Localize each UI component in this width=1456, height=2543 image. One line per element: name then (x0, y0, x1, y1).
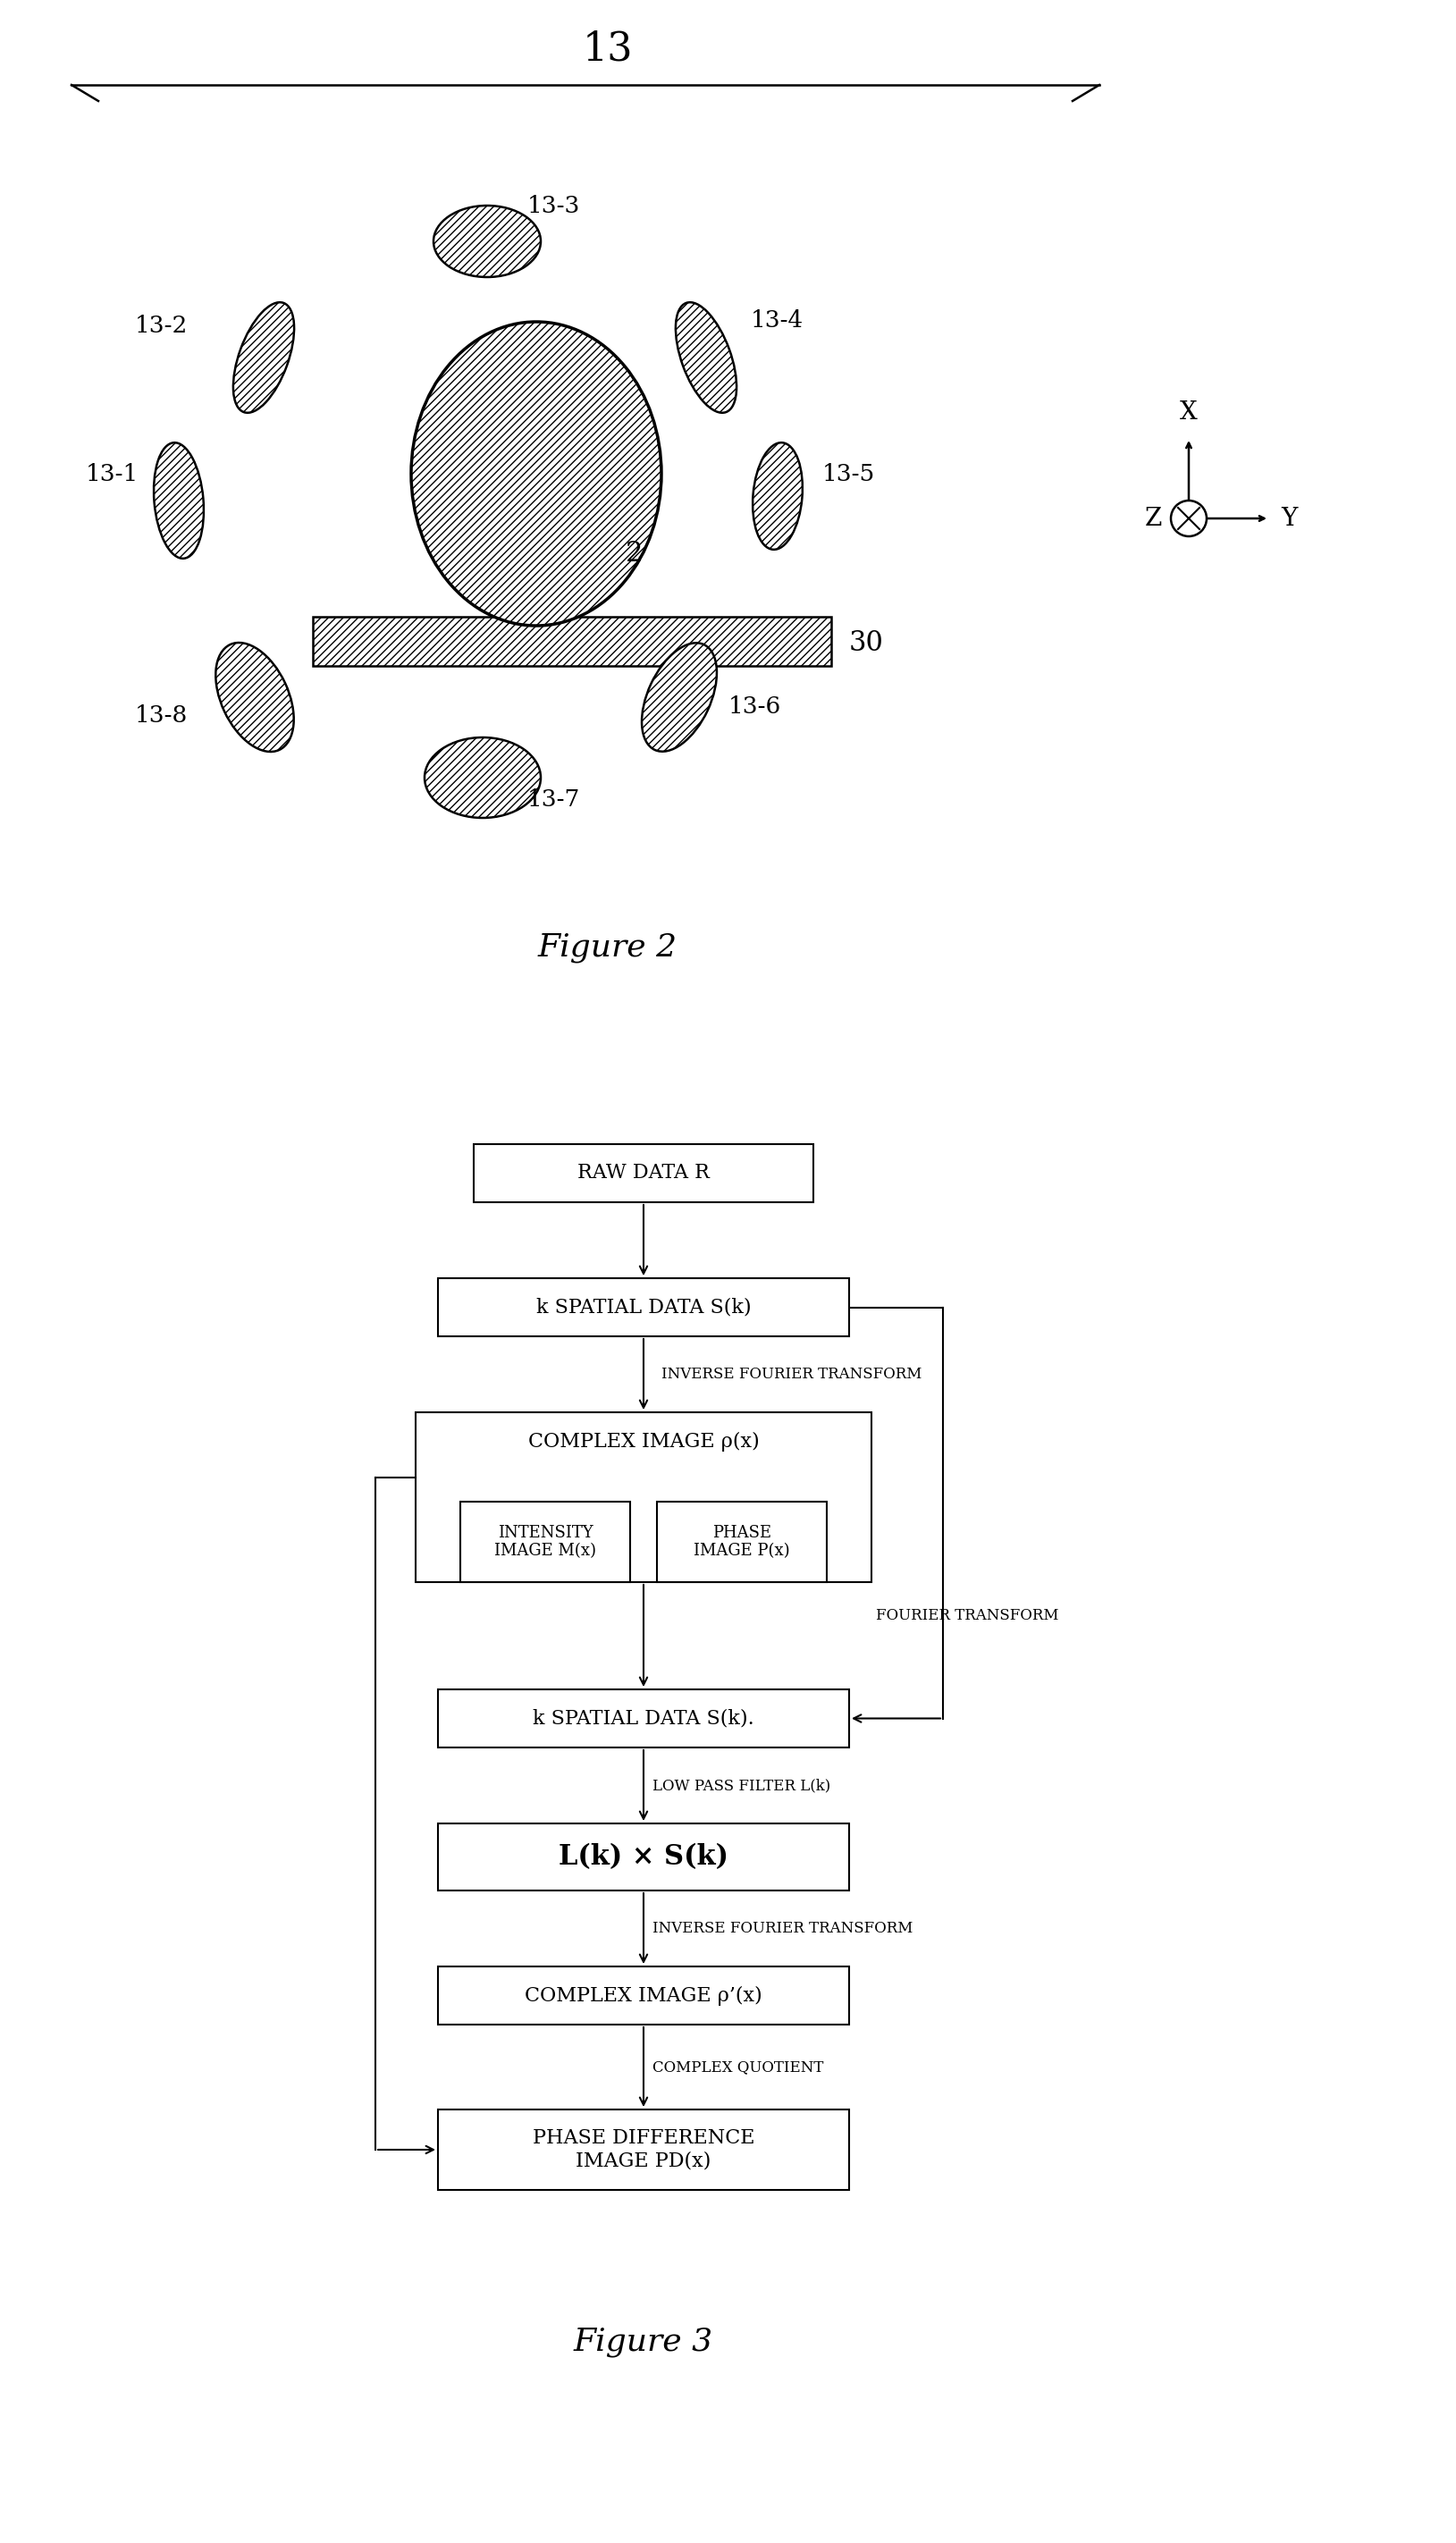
Bar (438, 1966, 849, 2024)
Bar (438, 1689, 849, 1747)
Text: INTENSITY
IMAGE M(x): INTENSITY IMAGE M(x) (494, 1526, 596, 1559)
Ellipse shape (642, 643, 716, 753)
Bar (313, 618, 831, 666)
Bar (460, 1503, 630, 1582)
Text: INVERSE FOURIER TRANSFORM: INVERSE FOURIER TRANSFORM (652, 1920, 913, 1935)
Text: 13-6: 13-6 (728, 694, 782, 717)
Bar (438, 2111, 849, 2190)
Ellipse shape (215, 643, 294, 753)
Text: INVERSE FOURIER TRANSFORM: INVERSE FOURIER TRANSFORM (661, 1366, 922, 1381)
Text: Figure 2: Figure 2 (539, 933, 677, 964)
Text: LOW PASS FILTER L(k): LOW PASS FILTER L(k) (652, 1778, 830, 1793)
Circle shape (1171, 501, 1207, 537)
Bar (438, 1279, 849, 1335)
Text: 13-8: 13-8 (135, 704, 188, 727)
Text: 13-2: 13-2 (134, 315, 188, 338)
Text: COMPLEX QUOTIENT: COMPLEX QUOTIENT (652, 2060, 824, 2075)
Bar (438, 1823, 849, 1889)
Bar (473, 1144, 814, 1203)
Ellipse shape (154, 442, 204, 559)
Bar (415, 1411, 872, 1582)
Text: 13-1: 13-1 (86, 463, 138, 486)
Text: L(k) × S(k): L(k) × S(k) (559, 1844, 728, 1872)
Text: 13: 13 (582, 31, 633, 69)
Text: 13-5: 13-5 (823, 463, 875, 486)
Ellipse shape (434, 206, 540, 277)
Text: Figure 3: Figure 3 (574, 2327, 713, 2357)
Ellipse shape (411, 323, 661, 626)
Ellipse shape (676, 303, 737, 412)
Text: COMPLEX IMAGE ρ(x): COMPLEX IMAGE ρ(x) (529, 1432, 759, 1452)
Text: FOURIER TRANSFORM: FOURIER TRANSFORM (877, 1607, 1059, 1622)
Text: 2: 2 (626, 539, 644, 567)
Text: X: X (1179, 399, 1198, 425)
Text: 13-3: 13-3 (527, 193, 581, 216)
Text: PHASE
IMAGE P(x): PHASE IMAGE P(x) (693, 1526, 791, 1559)
Text: 13-7: 13-7 (527, 788, 581, 811)
Text: Z: Z (1144, 506, 1162, 531)
Ellipse shape (753, 442, 802, 549)
Text: RAW DATA R: RAW DATA R (578, 1162, 709, 1182)
Text: k SPATIAL DATA S(k): k SPATIAL DATA S(k) (536, 1297, 751, 1317)
Text: 30: 30 (849, 631, 884, 659)
Ellipse shape (233, 303, 294, 412)
Text: k SPATIAL DATA S(k).: k SPATIAL DATA S(k). (533, 1709, 754, 1729)
Bar (657, 1503, 827, 1582)
Text: 13-4: 13-4 (751, 308, 804, 331)
Text: PHASE DIFFERENCE
IMAGE PD(x): PHASE DIFFERENCE IMAGE PD(x) (533, 2128, 754, 2172)
Text: COMPLEX IMAGE ρ’(x): COMPLEX IMAGE ρ’(x) (524, 1986, 763, 2006)
Text: Y: Y (1281, 506, 1297, 531)
Ellipse shape (425, 737, 540, 819)
